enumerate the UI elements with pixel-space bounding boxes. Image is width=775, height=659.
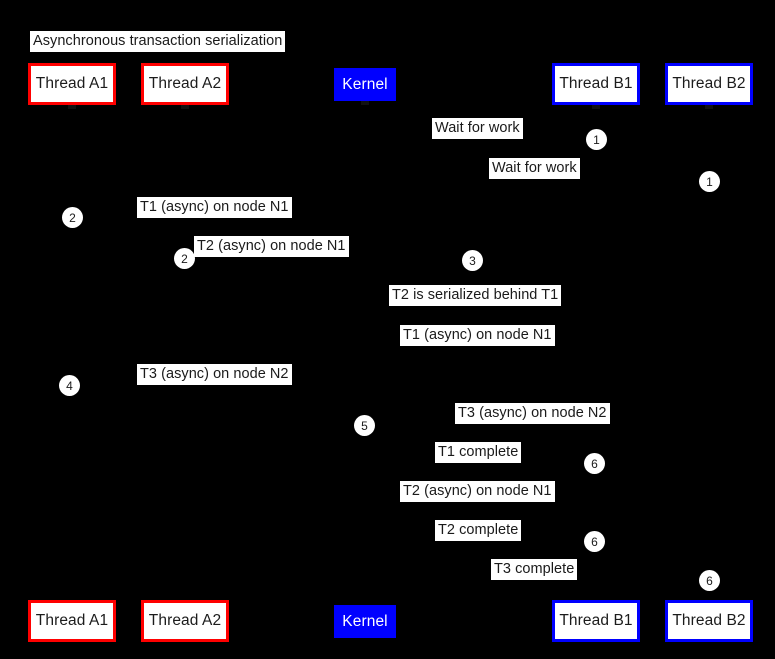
step-badge-2: 2 [174, 248, 195, 269]
message-label-m7: T3 (async) on node N2 [137, 364, 292, 385]
participant-thread-b1-head[interactable]: Thread B1 [552, 63, 640, 105]
step-badge-2: 2 [62, 207, 83, 228]
message-label-m6: T1 (async) on node N1 [400, 325, 555, 346]
message-label-m5: T2 is serialized behind T1 [389, 285, 562, 306]
participant-thread-a2-foot[interactable]: Thread A2 [141, 600, 229, 642]
participant-label: Thread A2 [148, 612, 222, 629]
message-label-m3: T1 (async) on node N1 [137, 197, 292, 218]
participant-thread-b1-foot[interactable]: Thread B1 [552, 600, 640, 642]
step-badge-6: 6 [584, 453, 605, 474]
message-arrowhead-m4 [358, 251, 365, 259]
lifeline-thread-a1 [72, 105, 73, 600]
participant-label: Kernel [342, 75, 388, 93]
activation-stub-kernel [361, 100, 369, 105]
self-message-m5 [365, 303, 391, 304]
participant-label: Thread A1 [35, 75, 109, 92]
participant-label: Thread B2 [672, 612, 746, 629]
message-label-m11: T2 complete [435, 520, 522, 541]
participant-label: Thread B1 [559, 612, 633, 629]
activation-stub-thread-a1 [68, 104, 76, 109]
participant-thread-b2-foot[interactable]: Thread B2 [665, 600, 753, 642]
message-arrowhead-m7 [358, 379, 365, 387]
message-label-m9: T1 complete [435, 442, 522, 463]
participant-label: Thread B2 [672, 75, 746, 92]
message-label-m2: Wait for work [489, 158, 580, 179]
message-label-m12: T3 complete [491, 559, 578, 580]
activation-stub-thread-b2 [705, 104, 713, 109]
step-badge-4: 4 [59, 375, 80, 396]
activation-stub-thread-a2 [181, 104, 189, 109]
message-label-m10: T2 (async) on node N1 [400, 481, 555, 502]
participant-label: Kernel [342, 612, 388, 630]
diagram-title: Asynchronous transaction serialization [30, 31, 286, 52]
message-arrowhead-m6 [589, 340, 596, 348]
message-label-m4: T2 (async) on node N1 [194, 236, 349, 257]
participant-thread-a1-head[interactable]: Thread A1 [28, 63, 116, 105]
participant-label: Thread A2 [148, 75, 222, 92]
lifeline-kernel [365, 101, 366, 605]
message-arrowhead-m1 [365, 133, 372, 141]
message-arrowhead-m11 [365, 535, 372, 543]
step-badge-6: 6 [584, 531, 605, 552]
message-arrowhead-m8 [702, 418, 709, 426]
step-badge-1: 1 [699, 171, 720, 192]
participant-label: Thread A1 [35, 612, 109, 629]
message-arrowhead-m3 [358, 212, 365, 220]
participant-label: Thread B1 [559, 75, 633, 92]
message-label-m8: T3 (async) on node N2 [455, 403, 610, 424]
participant-kernel-head[interactable]: Kernel [334, 68, 396, 101]
step-badge-3: 3 [462, 250, 483, 271]
message-label-m1: Wait for work [432, 118, 523, 139]
message-arrowhead-m12 [365, 574, 372, 582]
step-badge-5: 5 [354, 415, 375, 436]
step-badge-1: 1 [586, 129, 607, 150]
lifeline-thread-a2 [185, 105, 186, 600]
message-arrowhead-m2 [365, 173, 372, 181]
participant-kernel-foot[interactable]: Kernel [334, 605, 396, 638]
message-arrowhead-m9 [365, 457, 372, 465]
lifeline-thread-b2 [709, 105, 710, 600]
participant-thread-b2-head[interactable]: Thread B2 [665, 63, 753, 105]
participant-thread-a1-foot[interactable]: Thread A1 [28, 600, 116, 642]
activation-stub-thread-b1 [592, 104, 600, 109]
message-arrowhead-m10 [589, 496, 596, 504]
lifeline-thread-b1 [596, 105, 597, 600]
step-badge-6: 6 [699, 570, 720, 591]
participant-thread-a2-head[interactable]: Thread A2 [141, 63, 229, 105]
